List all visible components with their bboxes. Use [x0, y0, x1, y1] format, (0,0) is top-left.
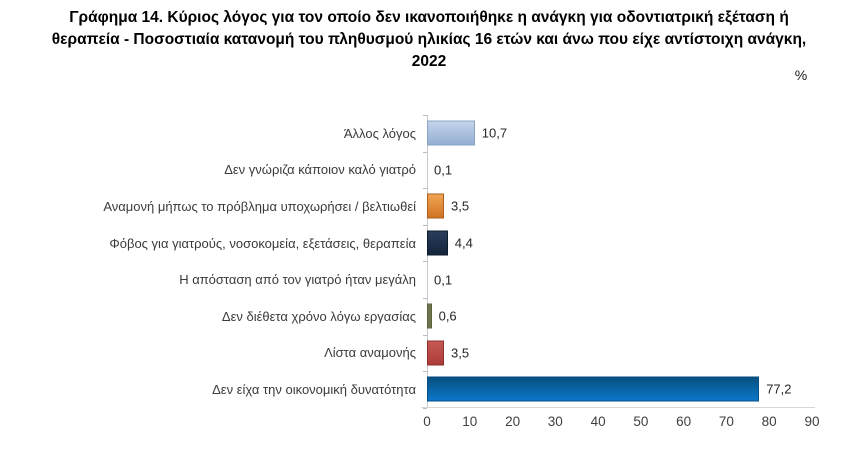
- category-label: Δεν διέθετα χρόνο λόγω εργασίας: [221, 308, 416, 324]
- bar-zone: 3,5: [427, 335, 858, 372]
- unit-label: %: [794, 67, 808, 83]
- chart-title-line: θεραπεία - Ποσοστιαία κατανομή του πληθυ…: [51, 31, 807, 48]
- x-axis-tick-label: 30: [547, 414, 563, 429]
- value-label: 0,1: [434, 272, 453, 288]
- bar-zone: 0,6: [427, 298, 858, 335]
- category-tick: [423, 371, 427, 373]
- bar: [427, 230, 448, 256]
- bar-row: Αναμονή μήπως το πρόβλημα υποχωρήσει / β…: [0, 188, 858, 225]
- bar: [427, 120, 475, 146]
- bar-row: Άλλος λόγος 10,7: [0, 115, 858, 152]
- category-tick: [423, 188, 427, 190]
- value-label: 3,5: [451, 198, 470, 214]
- x-axis-tick-label: 80: [761, 414, 777, 429]
- x-axis-tick-label: 10: [462, 414, 478, 429]
- category-label: Άλλος λόγος: [343, 125, 416, 141]
- bar-row: Λίστα αναμονής 3,5: [0, 335, 858, 372]
- category-label: Δεν είχα την οικονομική δυνατότητα: [212, 381, 416, 397]
- category-label: Αναμονή μήπως το πρόβλημα υποχωρήσει / β…: [103, 198, 416, 214]
- bar-zone: 0,1: [427, 152, 858, 189]
- bar-row: Δεν διέθετα χρόνο λόγω εργασίας 0,6: [0, 298, 858, 335]
- category-tick: [423, 151, 427, 153]
- x-axis-tick-label: 20: [505, 414, 521, 429]
- category-tick: [423, 115, 427, 116]
- chart-title-line: 2022: [411, 53, 447, 70]
- value-label: 4,4: [454, 235, 473, 251]
- bar: [427, 376, 760, 402]
- bar-zone: 10,7: [427, 115, 858, 152]
- value-label: 77,2: [766, 381, 792, 397]
- chart-title: Γράφημα 14. Κύριος λόγος για τον οποίο δ…: [14, 7, 844, 73]
- bar-zone: 0,1: [427, 261, 858, 298]
- chart-title-line: Γράφημα 14. Κύριος λόγος για τον οποίο δ…: [69, 9, 789, 26]
- bar-row: Δεν είχα την οικονομική δυνατότητα 77,2: [0, 371, 858, 408]
- bar-zone: 3,5: [427, 188, 858, 225]
- category-label: Φόβος για γιατρούς, νοσοκομεία, εξετάσει…: [109, 235, 416, 251]
- bar-row: Φόβος για γιατρούς, νοσοκομεία, εξετάσει…: [0, 225, 858, 262]
- category-axis-line: [427, 115, 428, 408]
- category-tick: [423, 261, 427, 263]
- category-label: Η απόσταση από τον γιατρό ήταν μεγάλη: [179, 272, 416, 288]
- x-axis-tick-label: 50: [633, 414, 649, 429]
- bar-zone: 77,2: [427, 371, 858, 408]
- value-label: 3,5: [451, 345, 470, 361]
- value-label: 0,1: [434, 162, 453, 178]
- value-label: 0,6: [438, 308, 457, 324]
- category-label: Λίστα αναμονής: [324, 345, 416, 361]
- bar-row: Η απόσταση από τον γιατρό ήταν μεγάλη 0,1: [0, 261, 858, 298]
- x-axis-tick-label: 0: [423, 414, 431, 429]
- category-tick: [423, 224, 427, 226]
- bar-row: Δεν γνώριζα κάποιον καλό γιατρό 0,1: [0, 152, 858, 189]
- x-axis-tick-label: 60: [676, 414, 692, 429]
- x-axis-tick-label: 40: [590, 414, 606, 429]
- plot-area: Άλλος λόγος 10,7 Δεν γνώριζα κάποιον καλό …: [0, 115, 858, 408]
- plot-bottom-line: [421, 407, 815, 408]
- x-axis-tick-label: 90: [804, 414, 820, 429]
- x-axis-tick-label: 70: [718, 414, 734, 429]
- bar-zone: 4,4: [427, 225, 858, 262]
- bar: [427, 303, 432, 329]
- category-tick: [423, 334, 427, 336]
- category-label: Δεν γνώριζα κάποιον καλό γιατρό: [224, 162, 416, 178]
- category-tick: [423, 298, 427, 299]
- bar: [427, 340, 444, 366]
- value-label: 10,7: [481, 125, 508, 141]
- category-tick: [423, 407, 427, 409]
- bar: [427, 193, 444, 219]
